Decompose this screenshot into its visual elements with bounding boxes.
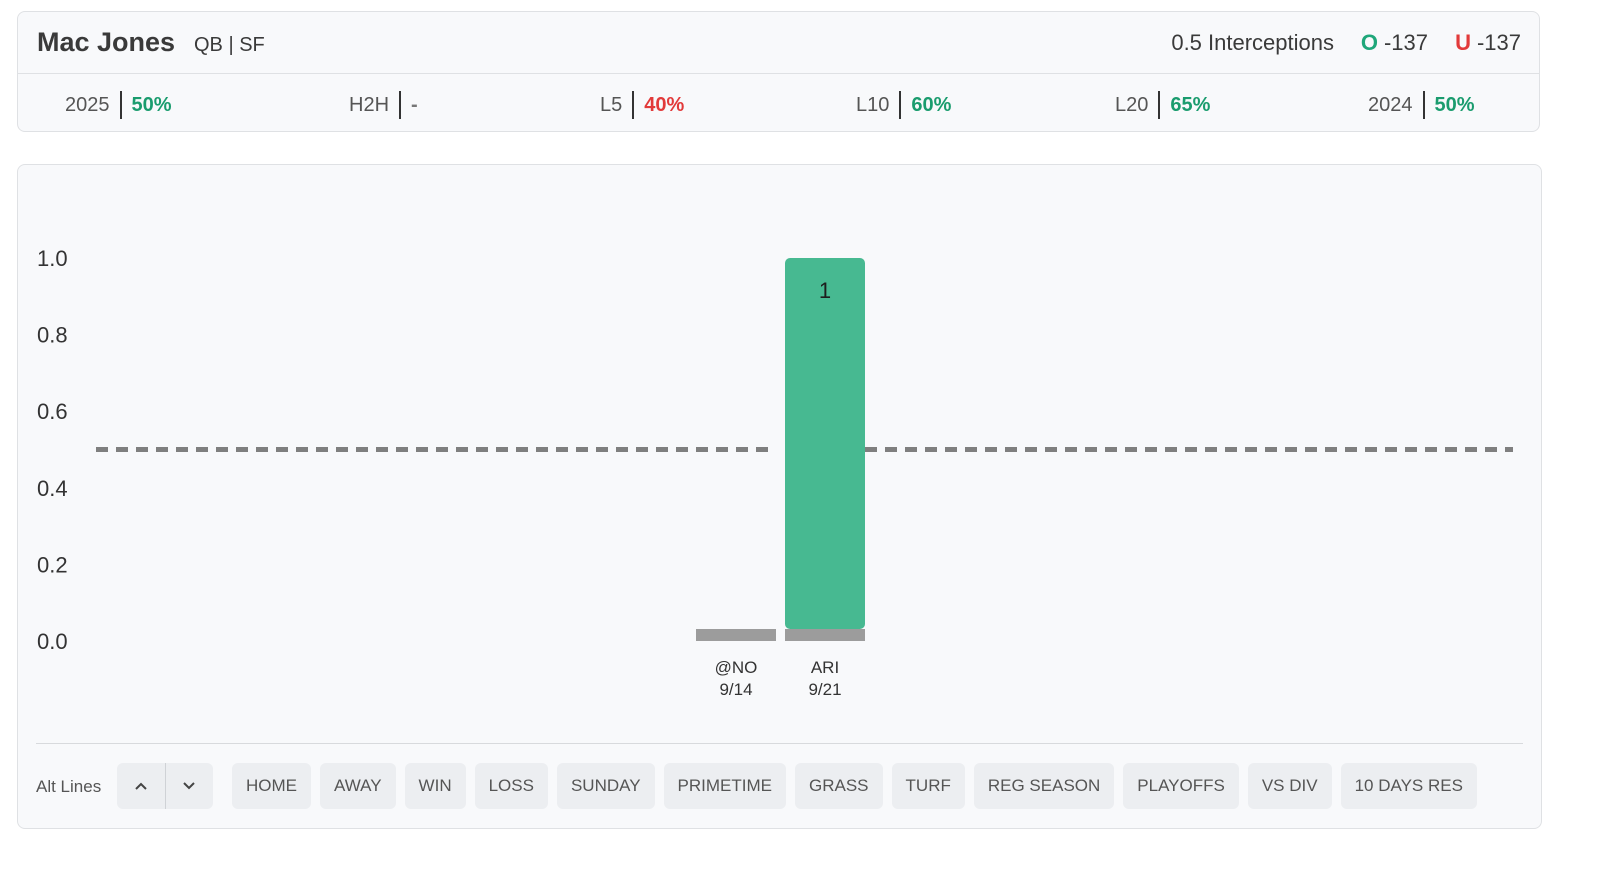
filter-win[interactable]: WIN bbox=[404, 763, 466, 809]
hit-rate-stats-row: 2025 50% H2H - L5 40% L10 60% L20 65% 20… bbox=[18, 74, 1539, 132]
stepper-separator bbox=[164, 763, 166, 809]
filter-grass[interactable]: GRASS bbox=[795, 763, 883, 809]
stat-l5[interactable]: L5 40% bbox=[600, 90, 684, 120]
stat-value: - bbox=[411, 93, 418, 116]
stat-label: 2024 bbox=[1368, 93, 1413, 116]
stat-divider bbox=[1422, 91, 1425, 119]
bar-value bbox=[785, 258, 865, 629]
stat-2024[interactable]: 2024 50% bbox=[1368, 90, 1475, 120]
stat-value: 65% bbox=[1170, 93, 1211, 116]
x-date-label: 9/21 bbox=[808, 680, 841, 699]
stat-h2h[interactable]: H2H - bbox=[349, 90, 418, 120]
filter-loss[interactable]: LOSS bbox=[474, 763, 548, 809]
stat-2025[interactable]: 2025 50% bbox=[65, 90, 172, 120]
under-mark: U bbox=[1455, 30, 1471, 55]
player-position-team: QB | SF bbox=[194, 34, 265, 56]
filter-toolbar: Alt Lines HOME AWAY WIN LOSS SUNDAY PRIM… bbox=[36, 763, 1523, 811]
bar-value-corner-fill bbox=[785, 266, 865, 274]
x-date-label: 9/14 bbox=[719, 680, 752, 699]
filter-turf[interactable]: TURF bbox=[891, 763, 965, 809]
stat-l10[interactable]: L10 60% bbox=[856, 90, 951, 120]
stat-divider bbox=[399, 91, 402, 119]
y-tick-label: 0.0 bbox=[37, 629, 68, 654]
stat-value: 50% bbox=[1434, 93, 1475, 116]
filter-10-days-rest[interactable]: 10 DAYS RES bbox=[1340, 763, 1477, 809]
filter-chips: HOME AWAY WIN LOSS SUNDAY PRIMETIME GRAS… bbox=[232, 763, 1477, 809]
header-top-row: Mac Jones QB | SF 0.5 Interceptions O -13… bbox=[18, 12, 1539, 74]
chevron-up-icon bbox=[135, 782, 147, 790]
filter-vs-div[interactable]: VS DIV bbox=[1247, 763, 1332, 809]
y-tick-label: 0.8 bbox=[37, 323, 68, 348]
stat-divider bbox=[119, 91, 122, 119]
stat-label: H2H bbox=[349, 93, 390, 116]
alt-lines-stepper bbox=[117, 763, 213, 809]
x-opponent-label: @NO bbox=[715, 658, 758, 677]
y-tick-label: 0.2 bbox=[37, 552, 68, 577]
player-name[interactable]: Mac Jones bbox=[37, 27, 176, 57]
stat-label: L20 bbox=[1115, 93, 1149, 116]
filter-away[interactable]: AWAY bbox=[320, 763, 396, 809]
stat-l20[interactable]: L20 65% bbox=[1115, 90, 1210, 120]
filter-primetime[interactable]: PRIMETIME bbox=[663, 763, 786, 809]
bar-data-label: 1 bbox=[819, 278, 831, 303]
y-tick-label: 0.4 bbox=[37, 476, 68, 501]
under-odds[interactable]: U -137 bbox=[1455, 30, 1521, 56]
x-opponent-label: ARI bbox=[811, 658, 839, 677]
stat-value: 60% bbox=[911, 93, 952, 116]
y-tick-label: 1.0 bbox=[37, 246, 68, 271]
bar-baseline bbox=[785, 629, 865, 641]
bar-baseline bbox=[696, 629, 776, 641]
over-odds[interactable]: O -137 bbox=[1361, 30, 1428, 56]
filter-sunday[interactable]: SUNDAY bbox=[556, 763, 655, 809]
game-log-chart-card: 1.0 0.8 0.6 0.4 0.2 0.0 @NO 9/14 1 ARI 9/21 Alt Li… bbox=[17, 164, 1542, 829]
prop-header-card: Mac Jones QB | SF 0.5 Interceptions O -13… bbox=[17, 11, 1540, 132]
chart-divider bbox=[36, 743, 1523, 744]
stat-label: L10 bbox=[856, 93, 890, 116]
stat-value: 40% bbox=[644, 93, 685, 116]
over-mark: O bbox=[1360, 30, 1378, 55]
prop-line-label: 0.5 Interceptions bbox=[1171, 30, 1334, 55]
filter-reg-season[interactable]: REG SEASON bbox=[973, 763, 1115, 809]
game-log-chart: 1.0 0.8 0.6 0.4 0.2 0.0 @NO 9/14 1 ARI 9/21 bbox=[37, 246, 1513, 699]
filter-playoffs[interactable]: PLAYOFFS bbox=[1123, 763, 1239, 809]
alt-line-down-button[interactable] bbox=[166, 763, 214, 809]
stat-label: L5 bbox=[600, 93, 623, 116]
chevron-down-icon bbox=[183, 782, 195, 790]
alt-line-up-button[interactable] bbox=[117, 763, 165, 809]
stat-value: 50% bbox=[131, 93, 172, 116]
stat-divider bbox=[1158, 91, 1161, 119]
stat-divider bbox=[632, 91, 635, 119]
stat-divider bbox=[899, 91, 902, 119]
y-tick-label: 0.6 bbox=[37, 399, 68, 424]
over-odds-value: -137 bbox=[1383, 30, 1428, 55]
under-odds-value: -137 bbox=[1476, 30, 1521, 55]
alt-lines-label: Alt Lines bbox=[36, 777, 102, 796]
stat-label: 2025 bbox=[65, 93, 110, 116]
filter-home[interactable]: HOME bbox=[232, 763, 311, 809]
